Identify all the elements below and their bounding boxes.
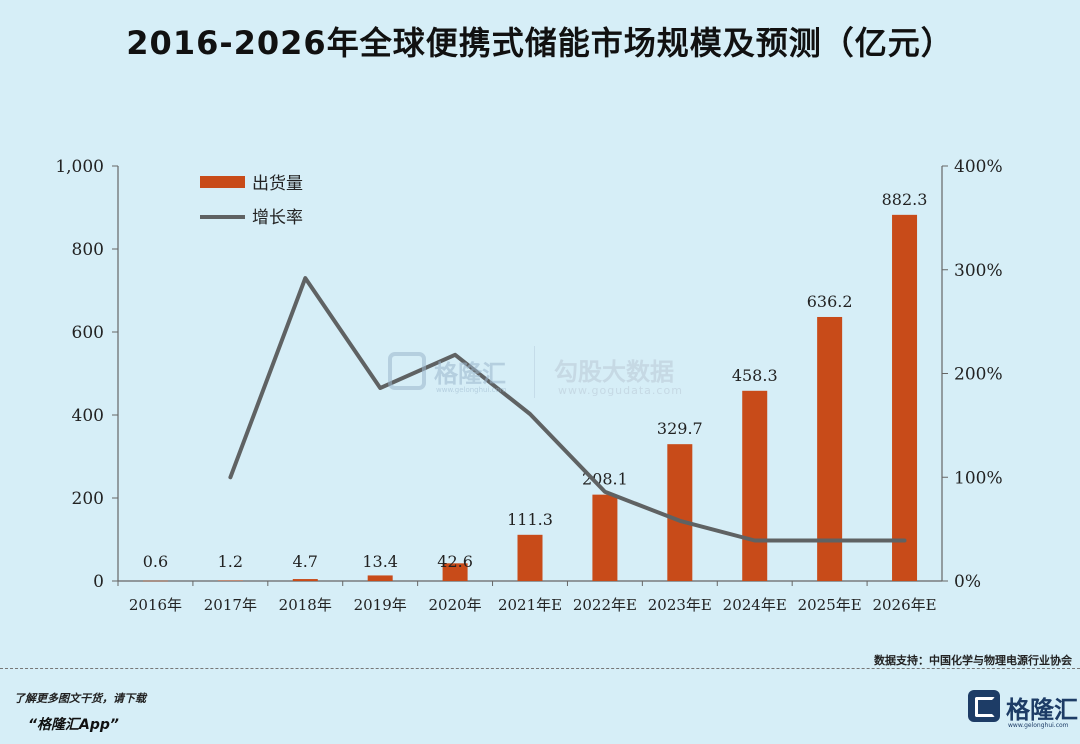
bar-data-label: 4.7 [293, 552, 318, 571]
x-tick-label: 2024年E [723, 596, 787, 614]
right-tick-label: 100% [954, 468, 1003, 488]
bar-data-label: 636.2 [807, 292, 853, 311]
x-tick-label: 2026年E [872, 596, 936, 614]
left-tick-label: 600 [72, 323, 104, 343]
x-tick-label: 2016年 [129, 596, 182, 614]
bar-data-label: 42.6 [437, 552, 473, 571]
footer-divider [0, 668, 1080, 669]
bar [292, 579, 318, 581]
bar-data-label: 458.3 [732, 366, 778, 385]
bar [592, 494, 618, 581]
bar-data-label: 13.4 [362, 552, 398, 571]
data-source: 数据支持：中国化学与物理电源行业协会 [874, 654, 1072, 667]
right-tick-label: 200% [954, 365, 1003, 385]
left-tick-label: 200 [72, 489, 104, 509]
legend-bar-swatch [200, 176, 245, 188]
bar [367, 575, 393, 581]
bar-data-label: 1.2 [218, 552, 243, 571]
bar [817, 316, 843, 581]
right-tick-label: 300% [954, 261, 1003, 281]
bar [442, 563, 468, 581]
x-tick-label: 2023年E [648, 596, 712, 614]
footer-cta: 了解更多图文干货，请下载 [14, 692, 146, 705]
bar [742, 390, 768, 581]
bar-data-label: 208.1 [582, 470, 628, 489]
x-tick-label: 2017年 [204, 596, 257, 614]
x-tick-label: 2019年 [354, 596, 407, 614]
x-tick-label: 2022年E [573, 596, 637, 614]
growth-rate-line [228, 276, 907, 543]
bar-data-label: 329.7 [657, 419, 703, 438]
left-tick-label: 400 [72, 406, 104, 426]
bar-data-label: 111.3 [507, 510, 553, 529]
bar [892, 214, 918, 581]
right-tick-label: 400% [954, 157, 1003, 177]
left-tick-label: 800 [72, 240, 104, 260]
bar-data-label: 882.3 [882, 190, 928, 209]
legend-line-label: 增长率 [252, 208, 303, 228]
x-tick-label: 2020年 [428, 596, 481, 614]
x-tick-label: 2025年E [798, 596, 862, 614]
chart-title: 2016-2026年全球便携式储能市场规模及预测（亿元） [126, 24, 954, 62]
legend-bar-label: 出货量 [252, 174, 303, 194]
footer-brand: 格隆汇 [1006, 696, 1078, 724]
left-tick-label: 1,000 [55, 157, 104, 177]
footer-app-name[interactable]: “格隆汇App” [28, 717, 119, 733]
footer-logo-icon [968, 690, 1000, 722]
left-tick-label: 0 [93, 572, 104, 592]
bar [217, 580, 243, 582]
bar [142, 580, 168, 582]
right-tick-label: 0% [954, 572, 981, 592]
x-tick-label: 2018年 [279, 596, 332, 614]
bar-data-label: 0.6 [143, 552, 168, 571]
footer-brand-url: www.gelonghui.com [1008, 722, 1069, 729]
bar [517, 534, 543, 581]
bar [667, 444, 693, 581]
x-tick-label: 2021年E [498, 596, 562, 614]
chart: 0 200 400 600 800 1,000 0% 100% 200% 300% 400% 0.6 2… [55, 157, 1003, 614]
